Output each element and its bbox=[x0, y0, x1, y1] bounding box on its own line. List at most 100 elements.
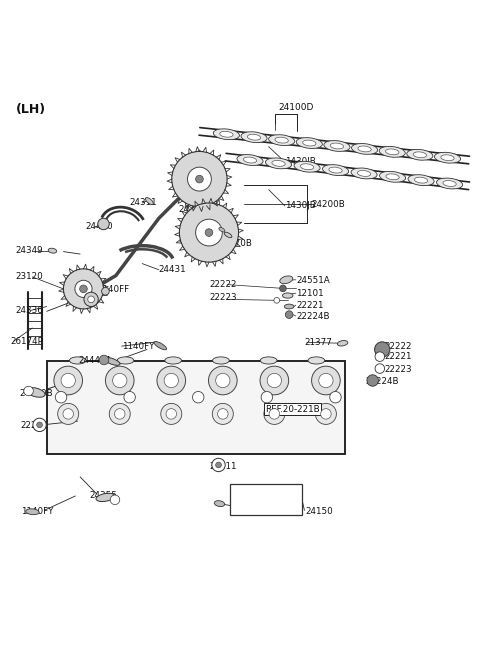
Text: 1140FY: 1140FY bbox=[22, 507, 54, 516]
Circle shape bbox=[375, 352, 384, 361]
Text: 12101: 12101 bbox=[296, 289, 324, 298]
Ellipse shape bbox=[303, 140, 316, 146]
Circle shape bbox=[106, 366, 134, 395]
Circle shape bbox=[124, 392, 135, 403]
Ellipse shape bbox=[48, 248, 57, 253]
Text: 1140FF: 1140FF bbox=[97, 285, 129, 295]
Text: 24440A: 24440A bbox=[79, 356, 112, 365]
Circle shape bbox=[24, 386, 34, 396]
Text: 24361A: 24361A bbox=[178, 235, 212, 244]
Ellipse shape bbox=[296, 138, 323, 148]
Ellipse shape bbox=[272, 161, 285, 167]
Circle shape bbox=[54, 366, 83, 395]
Text: 24361A: 24361A bbox=[178, 205, 212, 214]
Circle shape bbox=[180, 203, 239, 262]
Text: 24560: 24560 bbox=[72, 297, 99, 305]
Circle shape bbox=[285, 311, 293, 318]
Circle shape bbox=[280, 285, 286, 292]
Ellipse shape bbox=[145, 197, 153, 205]
Text: 22224B: 22224B bbox=[365, 377, 398, 386]
Polygon shape bbox=[47, 361, 345, 455]
Ellipse shape bbox=[247, 134, 261, 140]
Circle shape bbox=[63, 269, 104, 309]
Ellipse shape bbox=[351, 168, 377, 179]
Ellipse shape bbox=[385, 149, 399, 155]
Circle shape bbox=[115, 409, 125, 419]
Ellipse shape bbox=[243, 157, 257, 163]
Circle shape bbox=[330, 392, 341, 403]
Circle shape bbox=[109, 403, 130, 424]
Circle shape bbox=[319, 373, 333, 388]
Ellipse shape bbox=[337, 340, 348, 346]
Ellipse shape bbox=[213, 357, 229, 364]
Ellipse shape bbox=[441, 155, 454, 161]
Ellipse shape bbox=[436, 178, 463, 189]
Ellipse shape bbox=[26, 388, 45, 398]
Text: 24410B: 24410B bbox=[20, 389, 53, 398]
Text: 22221: 22221 bbox=[296, 300, 324, 310]
Ellipse shape bbox=[26, 509, 39, 515]
Ellipse shape bbox=[219, 228, 225, 232]
Circle shape bbox=[216, 462, 221, 468]
Ellipse shape bbox=[329, 167, 342, 173]
Circle shape bbox=[80, 285, 87, 293]
Circle shape bbox=[98, 218, 109, 230]
Text: 22224B: 22224B bbox=[296, 312, 330, 321]
Text: 23120: 23120 bbox=[16, 272, 44, 281]
Ellipse shape bbox=[70, 357, 86, 364]
Text: 22221: 22221 bbox=[384, 352, 412, 361]
Circle shape bbox=[374, 342, 390, 357]
Text: 24355: 24355 bbox=[90, 491, 118, 499]
Circle shape bbox=[61, 373, 75, 388]
Ellipse shape bbox=[300, 164, 314, 170]
Ellipse shape bbox=[241, 132, 267, 142]
Bar bbox=[230, 484, 302, 515]
Text: 1430JB: 1430JB bbox=[285, 157, 316, 167]
Circle shape bbox=[58, 403, 79, 424]
Ellipse shape bbox=[104, 358, 120, 365]
Ellipse shape bbox=[213, 129, 240, 140]
Text: 22222: 22222 bbox=[384, 342, 412, 351]
Circle shape bbox=[110, 495, 120, 504]
Ellipse shape bbox=[154, 342, 167, 350]
Text: 24336: 24336 bbox=[16, 306, 44, 315]
Circle shape bbox=[55, 392, 67, 403]
Ellipse shape bbox=[284, 304, 294, 309]
Ellipse shape bbox=[308, 357, 324, 364]
Ellipse shape bbox=[407, 150, 433, 160]
Circle shape bbox=[312, 366, 340, 395]
Ellipse shape bbox=[408, 174, 434, 186]
Circle shape bbox=[367, 375, 378, 386]
Text: 22212: 22212 bbox=[21, 421, 48, 430]
Ellipse shape bbox=[330, 143, 344, 149]
Text: (LH): (LH) bbox=[16, 103, 46, 115]
Circle shape bbox=[161, 403, 182, 424]
Ellipse shape bbox=[96, 493, 115, 502]
Circle shape bbox=[205, 229, 213, 236]
Text: 26174P: 26174P bbox=[10, 337, 43, 346]
Ellipse shape bbox=[379, 146, 405, 157]
Ellipse shape bbox=[280, 276, 293, 283]
Circle shape bbox=[269, 409, 280, 419]
Circle shape bbox=[212, 459, 225, 472]
Circle shape bbox=[274, 297, 280, 303]
Circle shape bbox=[63, 409, 73, 419]
Text: 24311: 24311 bbox=[129, 199, 157, 207]
Text: 24551A: 24551A bbox=[296, 276, 330, 285]
Ellipse shape bbox=[324, 140, 350, 152]
Circle shape bbox=[212, 403, 233, 424]
Circle shape bbox=[157, 366, 186, 395]
Text: 22211: 22211 bbox=[209, 462, 237, 471]
Circle shape bbox=[264, 403, 285, 424]
Ellipse shape bbox=[443, 180, 456, 186]
Ellipse shape bbox=[260, 357, 277, 364]
Ellipse shape bbox=[237, 155, 263, 165]
Ellipse shape bbox=[282, 293, 293, 298]
Text: 24200B: 24200B bbox=[312, 200, 345, 209]
Ellipse shape bbox=[413, 152, 427, 157]
Circle shape bbox=[164, 373, 179, 388]
Text: 24100D: 24100D bbox=[278, 103, 313, 112]
Ellipse shape bbox=[351, 144, 378, 154]
Circle shape bbox=[267, 373, 281, 388]
Text: 22222: 22222 bbox=[209, 280, 237, 289]
